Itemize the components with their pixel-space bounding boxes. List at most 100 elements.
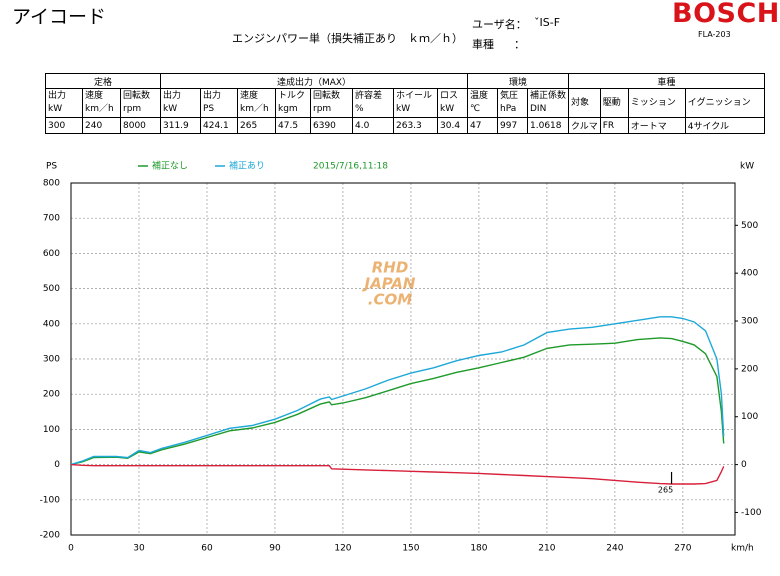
column-header-line: ℃: [470, 104, 481, 114]
y2-tick-label: 500: [741, 221, 758, 231]
y-tick-label: 800: [43, 179, 60, 189]
column-header-line: 回転数: [123, 91, 151, 101]
date: 2015/7/16,11:18: [313, 162, 388, 172]
cell-value: クルマ: [568, 117, 601, 134]
column-header: ミッション: [627, 88, 686, 118]
column-header-line: ホイール: [396, 91, 433, 101]
y2-tick-label: 0: [741, 460, 747, 470]
column-header-line: kW: [396, 104, 411, 114]
column-header-line: ロス: [440, 91, 459, 101]
column-header: 速度 km／h: [237, 88, 276, 118]
x-tick-label: 180: [470, 544, 487, 554]
x-tick-label: 60: [201, 544, 213, 554]
x-tick-label: 210: [538, 544, 555, 554]
x-tick-label: 90: [269, 544, 281, 554]
column-header-line: イグニッション: [687, 97, 751, 108]
y-tick-label: 0: [54, 460, 60, 470]
column-header-line: 速度: [85, 91, 104, 101]
cell-value: 263.3: [393, 117, 438, 134]
y-tick-label: 400: [43, 319, 60, 329]
cell-value: 424.1: [200, 117, 238, 134]
series-line: [70, 337, 725, 466]
brand-logo: BOSCH: [672, 0, 780, 29]
y2-tick-label: -100: [741, 508, 762, 518]
x-tick-label: 240: [606, 544, 623, 554]
column-header-line: kgm: [278, 104, 298, 114]
column-header-line: rpm: [123, 104, 142, 114]
column-header-line: %: [355, 104, 364, 114]
column-header-line: DIN: [530, 104, 547, 114]
y-tick-label: -200: [40, 531, 61, 541]
user-value: ˇIS-F: [534, 16, 561, 29]
model-sep: ：: [514, 38, 525, 51]
x-tick-label: 0: [68, 544, 74, 554]
series-line: [70, 463, 725, 485]
column-header-line: rpm: [313, 104, 332, 114]
x-axis-label: km/h: [731, 544, 754, 554]
column-header-line: 出力: [48, 91, 67, 101]
value-row: 300 240 8000 311.9 424.1 265 47.5 6390 4.0 263.3 3…: [45, 117, 765, 134]
column-header-line: km／h: [85, 104, 114, 114]
column-header-line: 出力: [163, 91, 182, 101]
column-header-line: km／h: [240, 104, 269, 114]
column-header: 回転数 rpm: [120, 88, 161, 118]
column-header-line: 温度: [470, 91, 489, 101]
cell-value: 265: [237, 117, 276, 134]
title: アイコード: [12, 6, 107, 28]
column-header: 補正係数 DIN: [526, 88, 570, 118]
y-tick-label: 200: [43, 390, 60, 400]
column-header-line: PS: [203, 104, 215, 114]
column-header-line: 対象: [571, 97, 590, 108]
y2-tick-label: 400: [741, 269, 758, 279]
column-header: 許容差%: [352, 88, 394, 118]
y2-axis-label: kW: [740, 162, 754, 172]
legend-label: 補正なし: [152, 160, 188, 172]
y-tick-label: 300: [43, 355, 60, 365]
x-tick-label: 150: [402, 544, 419, 554]
annotation-label: 265: [658, 485, 673, 494]
column-header-line: トルク: [278, 91, 306, 101]
column-header-line: hPa: [500, 104, 517, 114]
column-header: 速度 km／h: [82, 88, 121, 118]
x-tick-label: 30: [133, 544, 145, 554]
cell-value: オートマ: [627, 117, 686, 134]
column-header-line: 速度: [240, 91, 259, 101]
column-header-line: 出力: [203, 91, 222, 101]
column-header: ロス kW: [437, 88, 468, 118]
device-code: FLA-203: [698, 30, 731, 39]
cell-value: 240: [82, 117, 121, 134]
watermark: JAPAN: [362, 275, 416, 293]
column-header-line: ミッション: [630, 97, 676, 108]
x-tick-label: 270: [674, 544, 691, 554]
y-tick-label: 100: [43, 425, 60, 435]
plot-frame: [70, 182, 736, 536]
y2-tick-label: 300: [741, 317, 758, 327]
legend-label: 補正あり: [229, 160, 265, 172]
watermark: .COM: [368, 291, 412, 309]
y-tick-label: 700: [43, 214, 60, 224]
cell-value: 4サイクル: [684, 117, 765, 134]
column-header: 気圧 hPa: [497, 88, 528, 118]
header-row: 出力 kW 速度 km／h 回転数 rpm 出力 kW 出力 PS 速度 km／h トルク kgm 回転数 r…: [45, 88, 765, 118]
column-header-line: kW: [48, 104, 63, 114]
y2-tick-label: 200: [741, 364, 758, 374]
column-header-line: 補正係数: [530, 91, 567, 101]
column-header-line: 気圧: [500, 91, 519, 101]
spec-table: 定格 達成出力（MAX） 環境 車種 出力 kW 速度 km／h 回転数 rpm 出力 kW 出力 PS 速…: [45, 73, 765, 134]
column-header: イグニッション: [684, 88, 765, 118]
y-tick-label: -100: [40, 495, 61, 505]
subtitle: エンジンパワー単（損失補正あり ｋｍ／ｈ）: [232, 32, 463, 45]
cell-value: 1.0618: [526, 117, 570, 134]
column-header-line: kW: [440, 104, 455, 114]
watermark: RHD: [372, 259, 409, 277]
column-header: 温度 ℃: [467, 88, 498, 118]
column-header-line: 駆動: [602, 97, 621, 108]
column-header-line: 回転数: [313, 91, 341, 101]
y-tick-label: 500: [43, 284, 60, 294]
y-tick-label: 600: [43, 249, 60, 259]
model-label: 車種: [472, 38, 494, 51]
x-tick-label: 120: [334, 544, 351, 554]
y2-tick-label: 100: [741, 412, 758, 422]
